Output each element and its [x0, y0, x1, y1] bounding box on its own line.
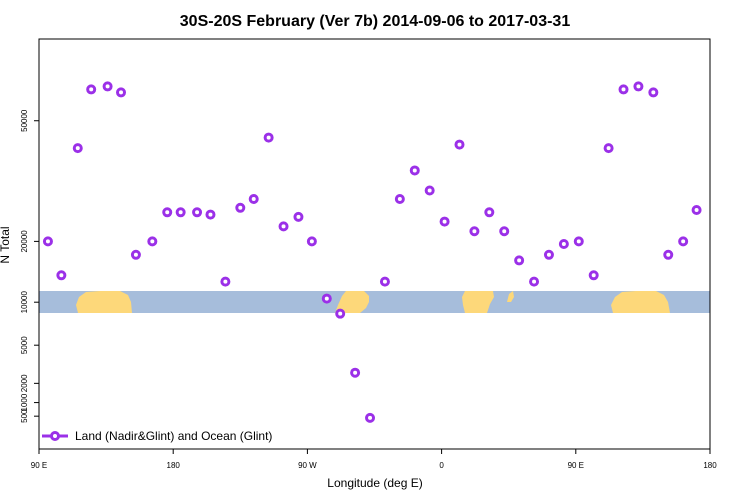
data-point — [248, 194, 259, 205]
data-point — [514, 255, 525, 266]
data-point — [573, 236, 584, 247]
data-point — [278, 221, 289, 232]
land-australia-east — [611, 291, 670, 313]
data-point — [335, 308, 346, 319]
x-tick-label: 90 E — [568, 461, 584, 470]
data-point — [648, 87, 659, 98]
data-point — [439, 216, 450, 227]
y-tick-label: 1000 — [20, 393, 29, 411]
data-point — [102, 81, 113, 92]
data-point — [86, 84, 97, 95]
data-point — [543, 249, 554, 260]
data-point — [235, 202, 246, 213]
data-point — [454, 139, 465, 150]
y-tick-label: 5000 — [20, 336, 29, 354]
data-point — [409, 165, 420, 176]
x-tick-label: 90 E — [31, 461, 47, 470]
data-point — [175, 207, 186, 218]
data-point — [220, 276, 231, 287]
land-madagascar — [507, 291, 514, 302]
legend: Land (Nadir&Glint) and Ocean (Glint) — [42, 429, 272, 443]
y-axis-label: N Total — [0, 226, 12, 263]
data-point — [263, 132, 274, 143]
data-point — [72, 143, 83, 154]
data-point — [162, 207, 173, 218]
map-band — [39, 291, 710, 313]
data-point — [350, 367, 361, 378]
data-point — [691, 205, 702, 216]
y-tick-label: 20000 — [20, 230, 29, 253]
data-point — [529, 276, 540, 287]
data-point — [379, 276, 390, 287]
data-point — [321, 293, 332, 304]
y-tick-label: 2000 — [20, 374, 29, 392]
land-australia-west — [76, 291, 132, 313]
data-point — [558, 239, 569, 249]
x-tick-label: 180 — [703, 461, 717, 470]
x-tick-label: 90 W — [298, 461, 317, 470]
data-point — [424, 185, 435, 196]
data-point — [394, 194, 405, 205]
data-point — [618, 84, 629, 95]
chart-title: 30S-20S February (Ver 7b) 2014-09-06 to … — [180, 13, 571, 30]
data-points — [42, 81, 702, 423]
legend-label: Land (Nadir&Glint) and Ocean (Glint) — [75, 429, 272, 443]
data-point — [484, 207, 495, 218]
data-point — [603, 143, 614, 154]
y-tick-label: 50000 — [20, 109, 29, 132]
data-point — [147, 236, 158, 247]
data-point — [42, 236, 53, 247]
data-point — [365, 412, 376, 423]
data-point — [205, 209, 216, 220]
x-tick-label: 0 — [439, 461, 444, 470]
data-point — [293, 211, 304, 222]
x-axis-label: Longitude (deg E) — [327, 476, 422, 490]
data-point — [116, 87, 127, 98]
data-point — [306, 236, 317, 247]
data-point — [633, 81, 644, 92]
land-africa — [462, 291, 494, 313]
data-point — [678, 236, 689, 247]
data-point — [499, 226, 510, 237]
y-tick-label: 500 — [20, 409, 29, 423]
data-point — [56, 270, 67, 281]
land-south-america — [335, 291, 369, 313]
data-point — [663, 249, 674, 260]
data-point — [588, 270, 599, 281]
data-point — [130, 249, 141, 260]
data-point — [469, 226, 480, 237]
ocean-band — [39, 291, 710, 313]
legend-marker — [50, 431, 60, 441]
plot-frame — [38, 38, 711, 450]
y-tick-label: 10000 — [20, 291, 29, 314]
x-tick-label: 180 — [167, 461, 181, 470]
data-point — [192, 207, 203, 218]
